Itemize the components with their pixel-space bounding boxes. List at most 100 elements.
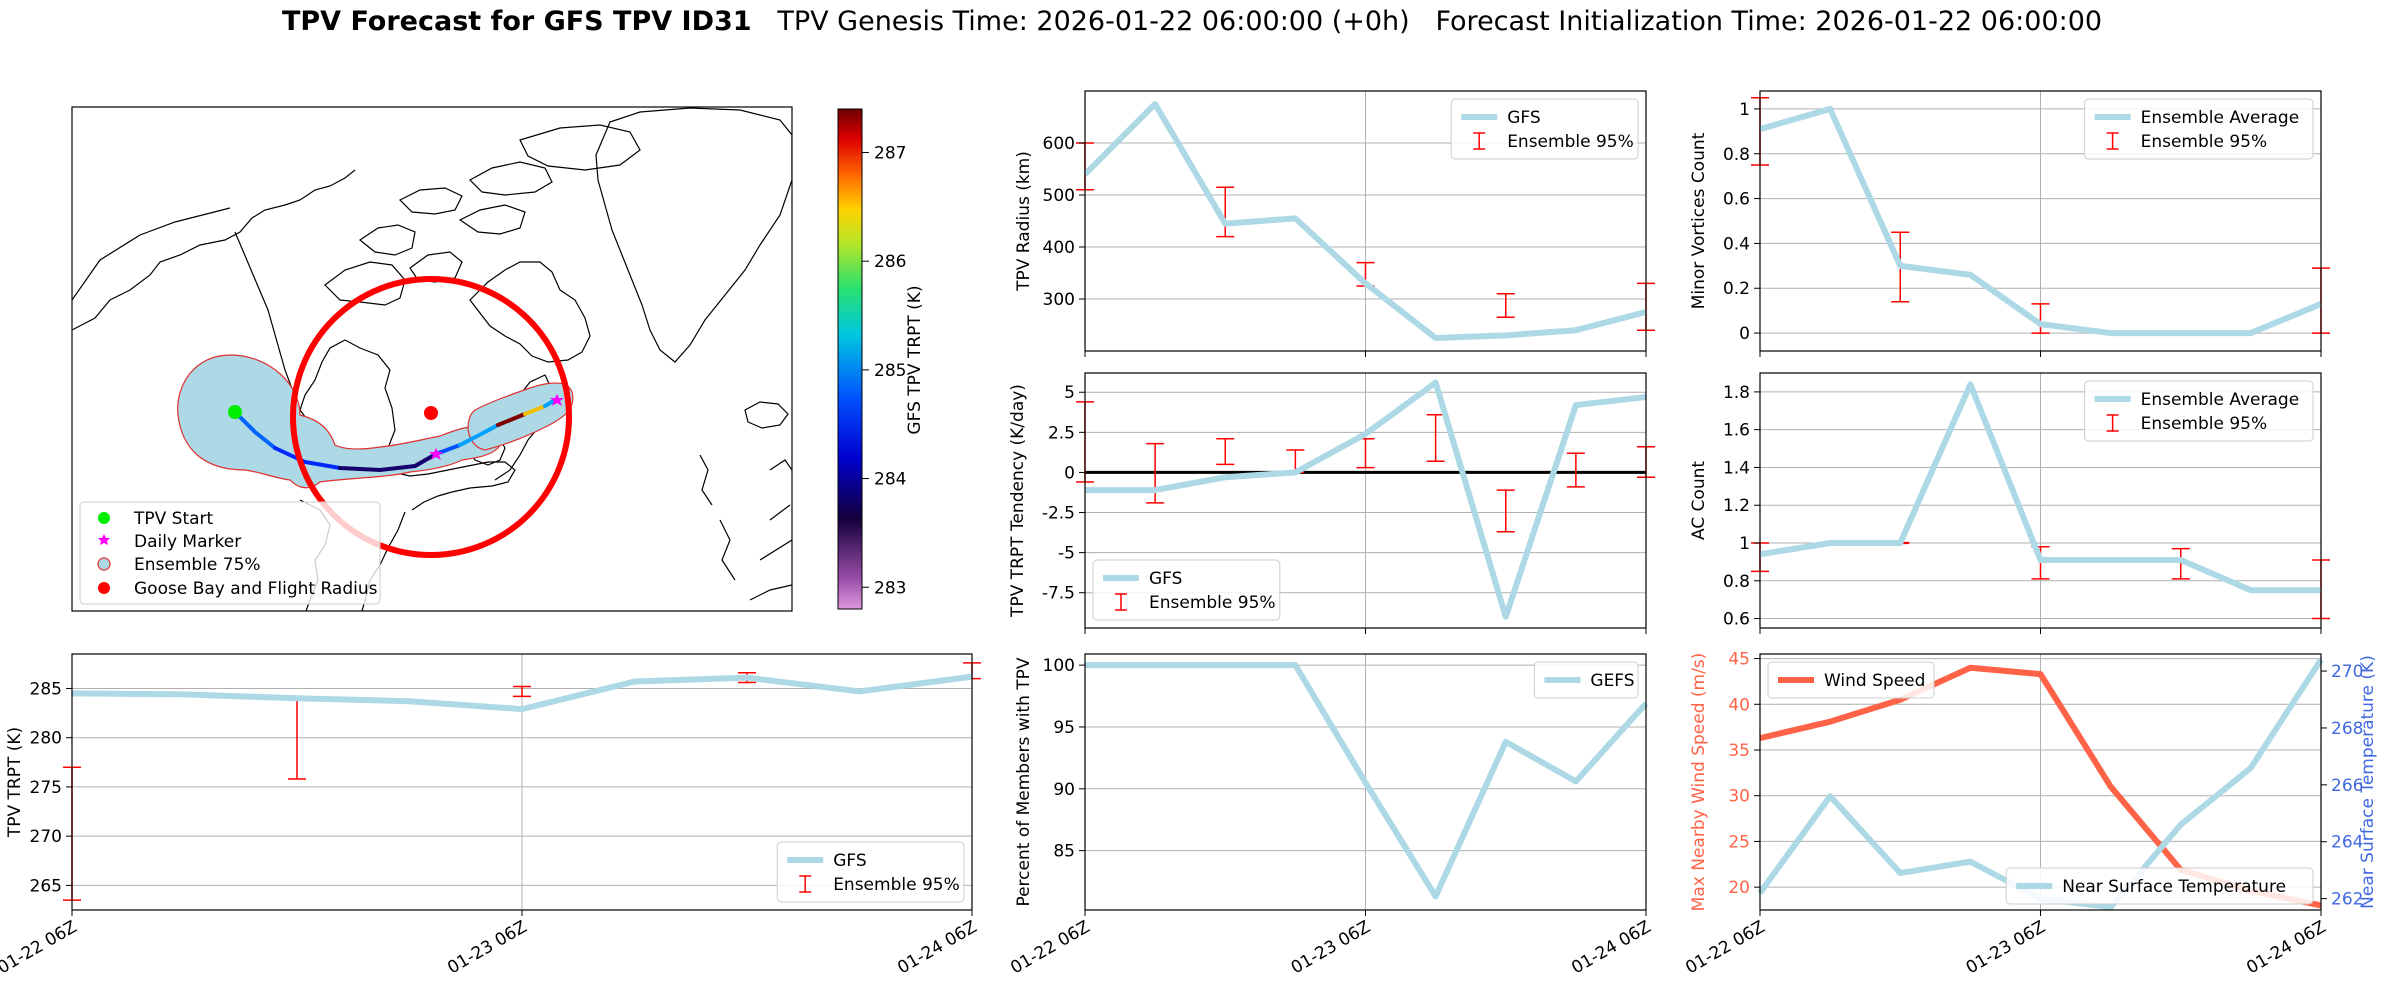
daily-marker-star <box>550 394 564 406</box>
y-axis-label: TPV TRPT (K) <box>5 727 25 838</box>
y-tick-label: 0.4 <box>1723 234 1750 254</box>
y-axis-label: TPV Radius (km) <box>1014 151 1034 292</box>
legend-entry: Wind Speed <box>1824 671 1925 691</box>
y-tick-label: 0 <box>1064 463 1075 483</box>
y-tick-label: 280 <box>30 729 62 749</box>
legend-entry: Ensemble 95% <box>2141 132 2268 152</box>
legend-box <box>1533 661 1639 699</box>
series-line <box>1085 662 1649 900</box>
series-line <box>1759 105 2323 337</box>
y-tick-label: 0.6 <box>1723 610 1750 630</box>
y-tick-label: 1.6 <box>1723 421 1750 441</box>
y-tick-label: 95 <box>1053 718 1075 738</box>
y-tick-label: -2.5 <box>1042 504 1075 524</box>
legend-entry: GFS <box>833 851 866 871</box>
y-tick-label-right: 266 <box>2331 776 2363 796</box>
y-tick-label: 0.8 <box>1723 145 1750 165</box>
y-axis-label: Minor Vortices Count <box>1689 132 1709 309</box>
y-tick-label-right: 268 <box>2331 719 2363 739</box>
colorbar: GFS TPV TRPT (K) 283 284 285 286 287 <box>837 108 925 610</box>
colorbar-tick-label: 285 <box>874 361 906 381</box>
legend: GEFS <box>1533 661 1639 699</box>
y-tick-label: 500 <box>1043 186 1075 206</box>
figure-title-init: Forecast Initialization Time: 2026-01-22… <box>1435 6 2103 37</box>
y-tick-label: 285 <box>30 679 62 699</box>
y-tick-label-right: 264 <box>2331 833 2363 853</box>
legend-entry: Near Surface Temperature <box>2062 877 2286 897</box>
y-tick-label: 1 <box>1739 100 1750 120</box>
y-tick-label: 600 <box>1043 134 1075 154</box>
colorbar-tick-label: 284 <box>874 470 906 490</box>
y-tick-label: 85 <box>1053 842 1075 862</box>
colorbar-tick-label: 286 <box>874 252 906 272</box>
x-tick-label: 01-24 06Z <box>894 917 980 978</box>
legend-entry: Ensemble Average <box>2141 108 2300 128</box>
colorbar-tick-label: 287 <box>874 143 906 163</box>
y-tick-label: 35 <box>1728 741 1750 761</box>
legend: GFS Ensemble 95% <box>776 841 965 903</box>
y-axis-label: TPV TRPT Tendency (K/day) <box>1008 384 1028 618</box>
y-tick-label: 20 <box>1728 878 1750 898</box>
y-tick-label: 300 <box>1043 290 1075 310</box>
map-legend-entry: Ensemble 75% <box>134 555 261 575</box>
legend-entry: GFS <box>1507 108 1540 128</box>
y-tick-label: 90 <box>1053 780 1075 800</box>
legend-entry: GFS <box>1149 569 1182 589</box>
y-tick-label: 40 <box>1728 695 1750 715</box>
y-tick-label: 1.8 <box>1723 383 1750 403</box>
legend: GFS Ensemble 95% <box>1092 559 1281 621</box>
y-axis-label-right: Near Surface Temperature (K) <box>2358 655 2378 909</box>
legend-box <box>2084 98 2314 160</box>
chart-minor: 0 0.2 0.4 0.6 0.8 1 Minor Vortices Count Ensemb… <box>1689 90 2330 357</box>
y-tick-label: 0.8 <box>1723 572 1750 592</box>
legend-box <box>1450 98 1639 160</box>
legend: Wind Speed <box>1767 661 1935 699</box>
series-line <box>1085 379 1647 620</box>
y-tick-label: 1.4 <box>1723 458 1750 478</box>
y-tick-label: 2.5 <box>1048 423 1075 443</box>
x-tick-label: 01-23 06Z <box>444 917 530 978</box>
map-content <box>72 107 792 611</box>
x-tick-label: 01-24 06Z <box>1568 917 1654 978</box>
chart-ac: 0.6 0.8 1 1.2 1.4 1.6 1.8 AC Count Ensemble Aver… <box>1689 372 2330 634</box>
y-tick-label: 1 <box>1739 534 1750 554</box>
legend-entry: Ensemble 95% <box>833 875 960 895</box>
legend-box <box>1767 661 1935 699</box>
track-segment <box>458 423 500 447</box>
legend-start-marker <box>98 512 110 524</box>
daily-marker-star <box>429 448 443 460</box>
chart-trpt: 265 270 275 280 285 01-22 06Z 01-23 06Z 01-24 0… <box>0 653 981 978</box>
flight-radius-circle <box>290 276 572 558</box>
map-panel: TPV Start Daily Marker Ensemble 75% Goos… <box>71 106 925 612</box>
y-tick-label: 275 <box>30 778 62 798</box>
track-segment <box>233 410 277 450</box>
x-tick-label: 01-23 06Z <box>1288 917 1374 978</box>
map-legend-entry: TPV Start <box>133 509 214 529</box>
colorbar-label: GFS TPV TRPT (K) <box>905 285 925 434</box>
chart-percent: 85 90 95 100 01-22 06Z 01-23 06Z 01-24 06Z Perc… <box>1007 653 1655 978</box>
y-axis-label: AC Count <box>1689 461 1709 540</box>
y-tick-label: -7.5 <box>1042 584 1075 604</box>
legend-star-marker <box>98 534 110 545</box>
colorbar-tick-label: 283 <box>874 578 906 598</box>
legend-entry: GEFS <box>1590 671 1634 691</box>
legend-goosebay-marker <box>98 582 110 594</box>
figure-title-genesis: TPV Genesis Time: 2026-01-22 06:00:00 (+… <box>777 6 1410 37</box>
legend-box <box>1092 559 1281 621</box>
y-tick-label: 25 <box>1728 832 1750 852</box>
track-segment <box>543 398 557 408</box>
legend-box <box>2084 380 2314 442</box>
goose-bay-marker <box>424 406 438 420</box>
legend: Ensemble Average Ensemble 95% <box>2084 98 2314 160</box>
y-tick-label: 30 <box>1728 787 1750 807</box>
legend-entry: Ensemble 95% <box>2141 414 2268 434</box>
legend: GFS Ensemble 95% <box>1450 98 1639 160</box>
x-tick-label: 01-22 06Z <box>1007 917 1093 978</box>
legend: Ensemble Average Ensemble 95% <box>2084 380 2314 442</box>
series-line <box>1759 381 2321 594</box>
legend-entry: Ensemble 95% <box>1507 132 1634 152</box>
track-segment <box>523 404 547 416</box>
map-legend: TPV Start Daily Marker Ensemble 75% Goos… <box>79 501 381 605</box>
y-tick-label: 400 <box>1043 238 1075 258</box>
